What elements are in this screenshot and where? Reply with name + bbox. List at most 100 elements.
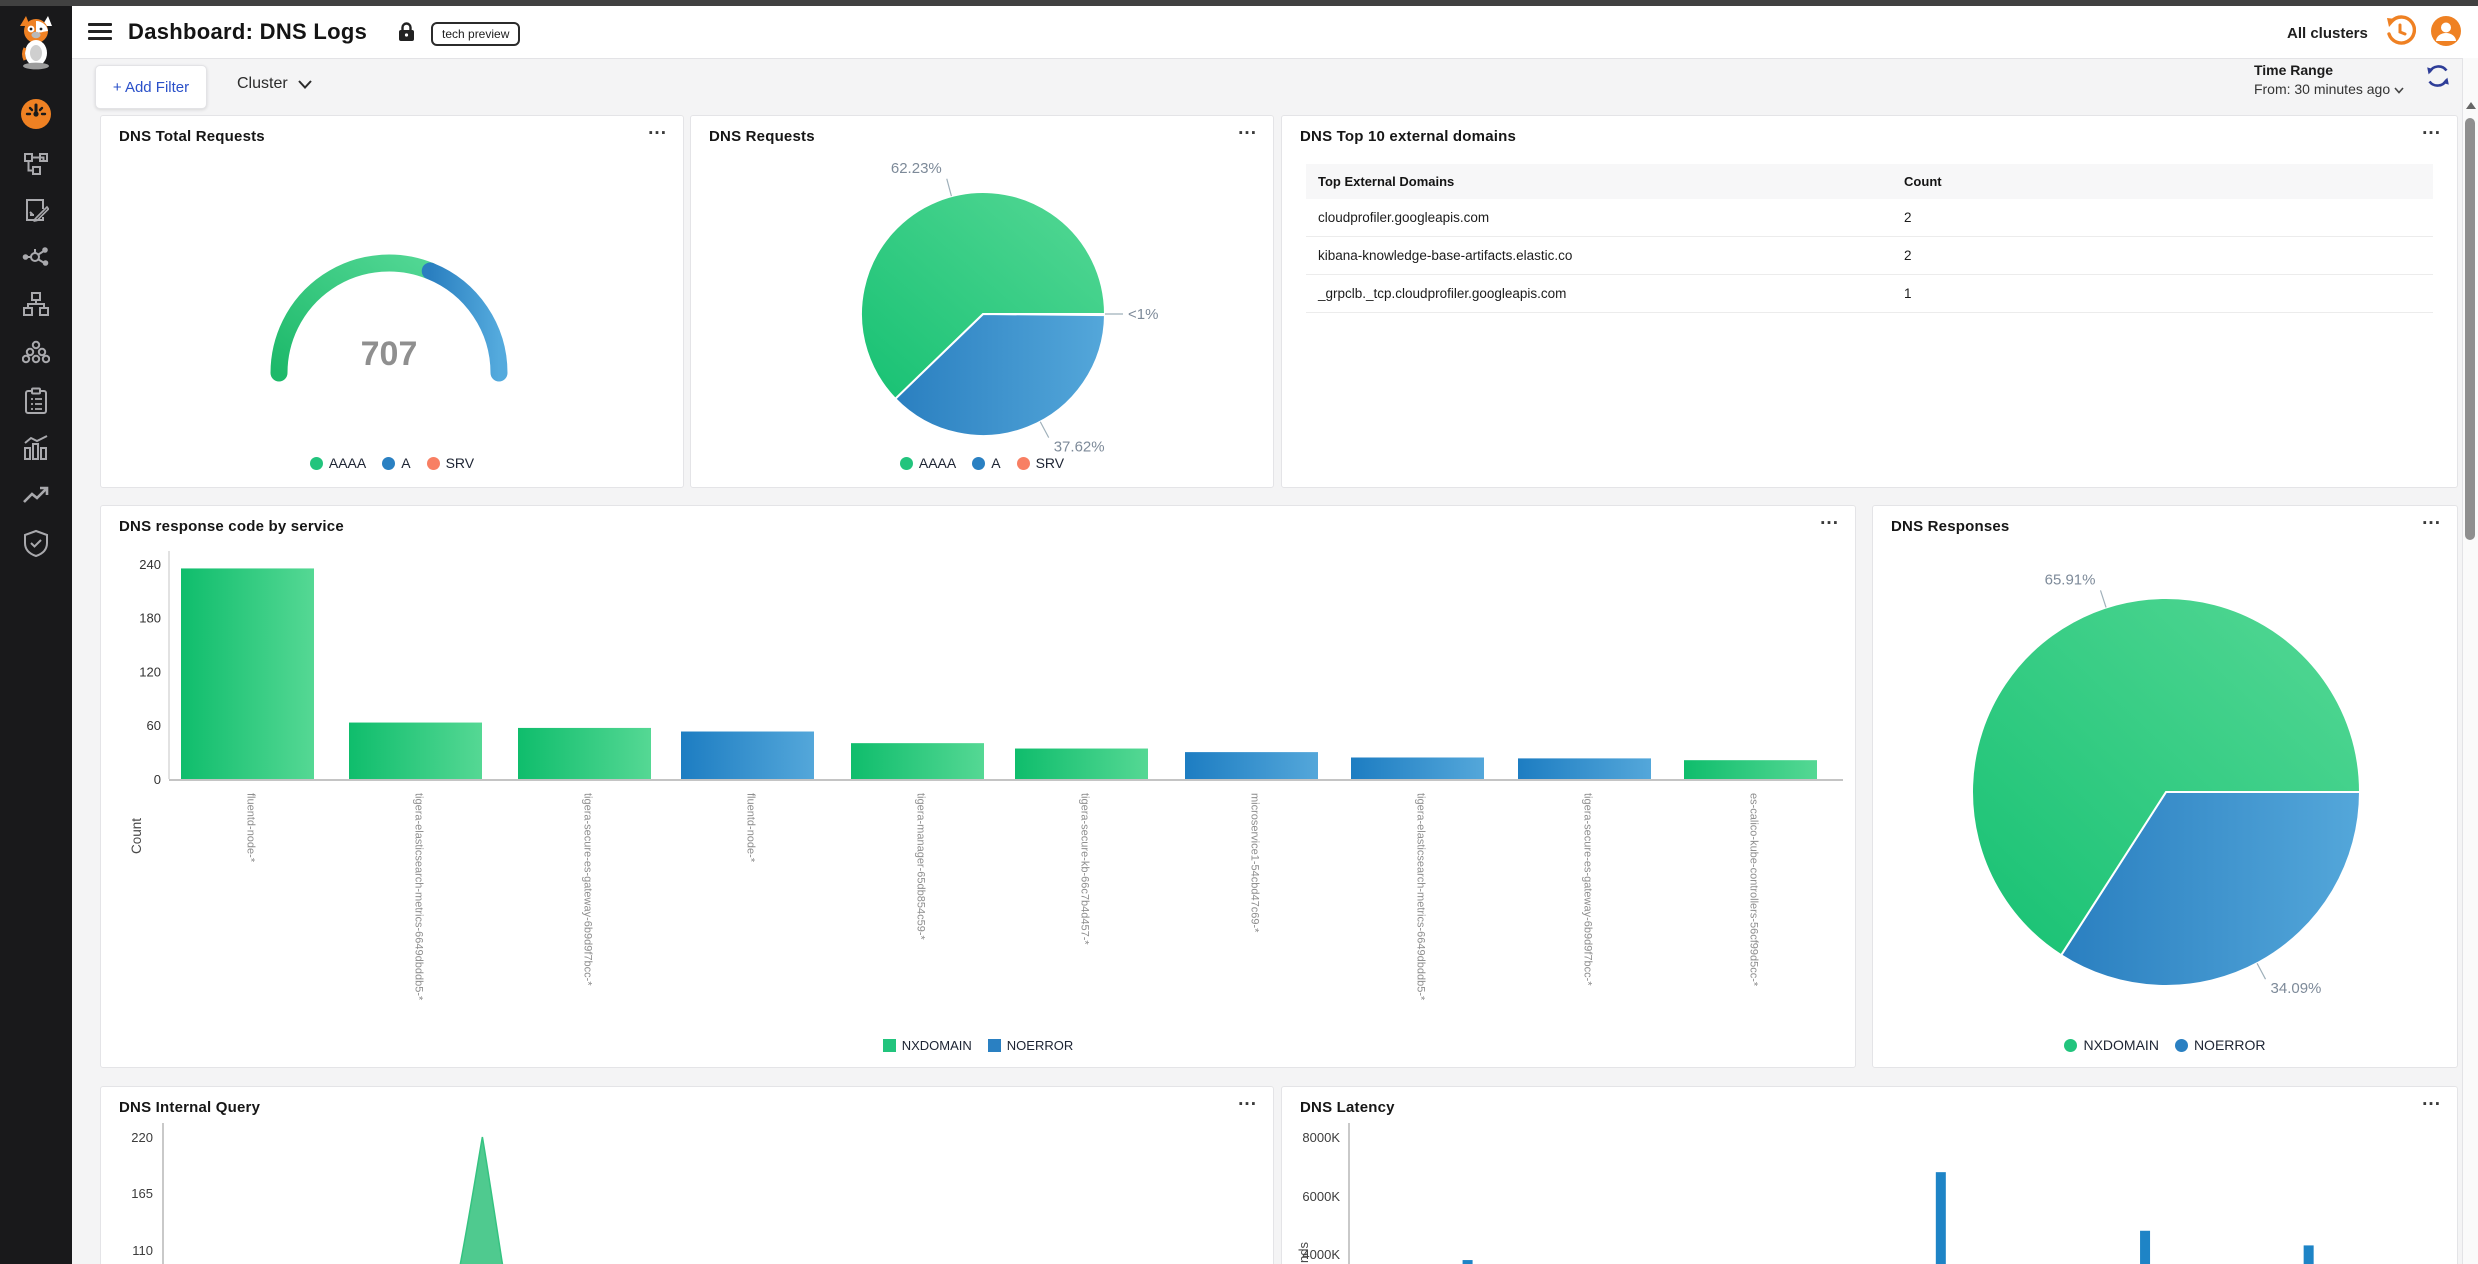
legend-item-a[interactable]: A xyxy=(972,455,1001,471)
time-range-value[interactable]: From: 30 minutes ago xyxy=(2254,81,2404,97)
pie-slice-a[interactable] xyxy=(893,312,1107,437)
legend-item-nxdomain[interactable]: NXDOMAIN xyxy=(882,1038,972,1053)
bar-fluentd-node-*[interactable] xyxy=(681,731,814,779)
menu-hamburger-button[interactable] xyxy=(88,23,112,41)
trend-arrow-icon xyxy=(23,486,49,503)
x-axis-label: es-calico-kube-controllers-56cf99d5cc-* xyxy=(1748,793,1760,987)
legend-label: SRV xyxy=(1035,455,1065,471)
latency-bar[interactable] xyxy=(2303,1245,2314,1264)
sidebar-item-service-graph[interactable] xyxy=(20,241,52,273)
table-row[interactable]: kibana-knowledge-base-artifacts.elastic.… xyxy=(1306,236,2433,275)
legend-swatch xyxy=(1016,456,1030,470)
sidebar-item-dashboard[interactable] xyxy=(20,98,52,130)
legend-item-noerror[interactable]: NOERROR xyxy=(987,1038,1073,1053)
bar-tigera-manager-65db854c59-*[interactable] xyxy=(851,743,984,779)
pie-slice-aaaa[interactable] xyxy=(860,191,1107,401)
y-axis-tick: 6000K xyxy=(1302,1189,1340,1204)
card-menu-button[interactable]: ... xyxy=(2422,1089,2441,1110)
table-row[interactable]: _grpclb._tcp.cloudprofiler.googleapis.co… xyxy=(1306,274,2433,313)
sidebar-item-policies[interactable] xyxy=(20,194,52,226)
bar-fluentd-node-*[interactable] xyxy=(181,568,314,779)
bar-chart: 240 180 120 60 0 fluentd-node-* tigera-elastic… xyxy=(129,551,1843,1001)
card-menu-button[interactable]: ... xyxy=(2422,118,2441,139)
sidebar-item-trends[interactable] xyxy=(20,480,52,512)
x-axis-label: tigera-elasticsearch-metrics-6649dbddb5-… xyxy=(1415,793,1427,1001)
bar-tigera-elasticsearch-metrics-6649dbddb5-*[interactable] xyxy=(1351,757,1484,779)
legend-item-a[interactable]: A xyxy=(382,455,411,471)
user-menu-button[interactable] xyxy=(2430,15,2462,52)
bar-tigera-secure-es-gateway-6b9d9f7bcc-*[interactable] xyxy=(1518,758,1651,779)
legend-item-noerror[interactable]: NOERROR xyxy=(2174,1037,2266,1053)
network-flows-icon xyxy=(24,153,48,175)
y-axis-tick: 120 xyxy=(139,664,161,679)
card-menu-button[interactable]: ... xyxy=(2422,508,2441,529)
sidebar-item-security[interactable] xyxy=(20,527,52,559)
card-menu-button[interactable]: ... xyxy=(648,118,667,139)
sidebar-item-clusters[interactable] xyxy=(20,336,52,368)
table-row[interactable]: cloudprofiler.googleapis.com 2 xyxy=(1306,199,2433,237)
chart-legend: AAAA A SRV xyxy=(101,455,683,471)
sidebar-item-flows[interactable] xyxy=(20,148,52,180)
time-range-control[interactable]: Time Range From: 30 minutes ago xyxy=(2254,62,2404,97)
latency-bar[interactable] xyxy=(2140,1230,2151,1264)
card-title: DNS Responses xyxy=(1891,518,2010,535)
bar-tigera-secure-kb-66c7b4d457-*[interactable] xyxy=(1015,748,1148,779)
card-title: DNS response code by service xyxy=(119,518,344,535)
refresh-button[interactable] xyxy=(2424,62,2452,95)
legend-swatch xyxy=(2064,1038,2078,1052)
chart-legend: AAAA A SRV xyxy=(691,455,1273,471)
card-dns-requests: DNS Requests ... <1% 37.62% 62.23% AAAA A SR… xyxy=(690,115,1274,488)
latency-bar[interactable] xyxy=(1935,1172,1946,1264)
add-filter-button[interactable]: + Add Filter xyxy=(95,65,207,109)
bar-tigera-secure-es-gateway-6b9d9f7bcc-*[interactable] xyxy=(518,727,651,779)
legend-item-srv[interactable]: SRV xyxy=(1016,455,1065,471)
latency-bar[interactable] xyxy=(1462,1260,1473,1264)
legend-item-srv[interactable]: SRV xyxy=(426,455,474,471)
cluster-filter-dropdown[interactable]: Cluster xyxy=(237,75,312,93)
legend-label: AAAA xyxy=(328,455,367,471)
sidebar-item-statistics[interactable] xyxy=(20,432,52,464)
card-dns-total-requests: DNS Total Requests ... 707 AAAA A SRV xyxy=(100,115,684,488)
legend-item-aaaa[interactable]: AAAA xyxy=(899,455,956,471)
legend-label: A xyxy=(401,455,411,471)
sidebar-item-network-topology[interactable] xyxy=(20,288,52,320)
stats-chart-icon xyxy=(24,435,48,460)
pie-label-aaaa: 62.23% xyxy=(891,160,942,177)
bar-tigera-elasticsearch-metrics-6649dbddb5-*[interactable] xyxy=(349,722,482,779)
chevron-down-icon xyxy=(297,79,312,89)
scrollbar-up-arrow-icon[interactable] xyxy=(2466,102,2476,109)
y-axis-title: Count xyxy=(129,818,144,854)
scrollbar-thumb[interactable] xyxy=(2465,118,2475,540)
pie-chart: 34.09% 65.91% xyxy=(1971,571,2362,997)
legend-label: NXDOMAIN xyxy=(901,1038,972,1053)
x-axis-label: tigera-secure-kb-66c7b4d457-* xyxy=(1079,793,1091,945)
policy-edit-icon xyxy=(26,199,49,223)
table-column-header: Count xyxy=(1892,164,2433,199)
legend-swatch xyxy=(987,1039,1001,1052)
sitemap-icon xyxy=(23,292,49,316)
bar-es-calico-kube-controllers-56cf99d5cc-*[interactable] xyxy=(1684,760,1817,779)
x-axis-label: microservice1-54cbd47c69-* xyxy=(1249,793,1261,933)
legend-swatch xyxy=(426,456,440,470)
y-axis-title-partial: nds xyxy=(1296,1242,1311,1263)
card-dns-internal-query: DNS Internal Query ... 220 165 110 xyxy=(100,1086,1274,1264)
area-series-spike[interactable] xyxy=(439,1136,519,1264)
card-menu-button[interactable]: ... xyxy=(1238,118,1257,139)
legend-item-aaaa[interactable]: AAAA xyxy=(309,455,367,471)
y-axis-tick: 8000K xyxy=(1302,1130,1340,1145)
card-menu-button[interactable]: ... xyxy=(1820,508,1839,529)
card-menu-button[interactable]: ... xyxy=(1238,1089,1257,1110)
cluster-nodes-icon xyxy=(22,340,50,364)
top-domains-table: Top External Domains Count cloudprofiler.g… xyxy=(1306,164,2433,313)
table-cell: _grpclb._tcp.cloudprofiler.googleapis.co… xyxy=(1306,274,1893,313)
bar-microservice1-54cbd47c69-*[interactable] xyxy=(1185,752,1318,779)
history-button[interactable] xyxy=(2384,15,2416,52)
card-dns-response-code: DNS response code by service ... 240 180 1… xyxy=(100,505,1856,1068)
calico-logo[interactable] xyxy=(10,14,62,70)
cluster-selector[interactable]: All clusters xyxy=(2287,25,2368,42)
sidebar-item-compliance[interactable] xyxy=(20,385,52,417)
pie-slice-nxdomain[interactable] xyxy=(1971,597,2362,957)
legend-item-nxdomain[interactable]: NXDOMAIN xyxy=(2064,1037,2159,1053)
time-range-label: Time Range xyxy=(2253,62,2334,78)
